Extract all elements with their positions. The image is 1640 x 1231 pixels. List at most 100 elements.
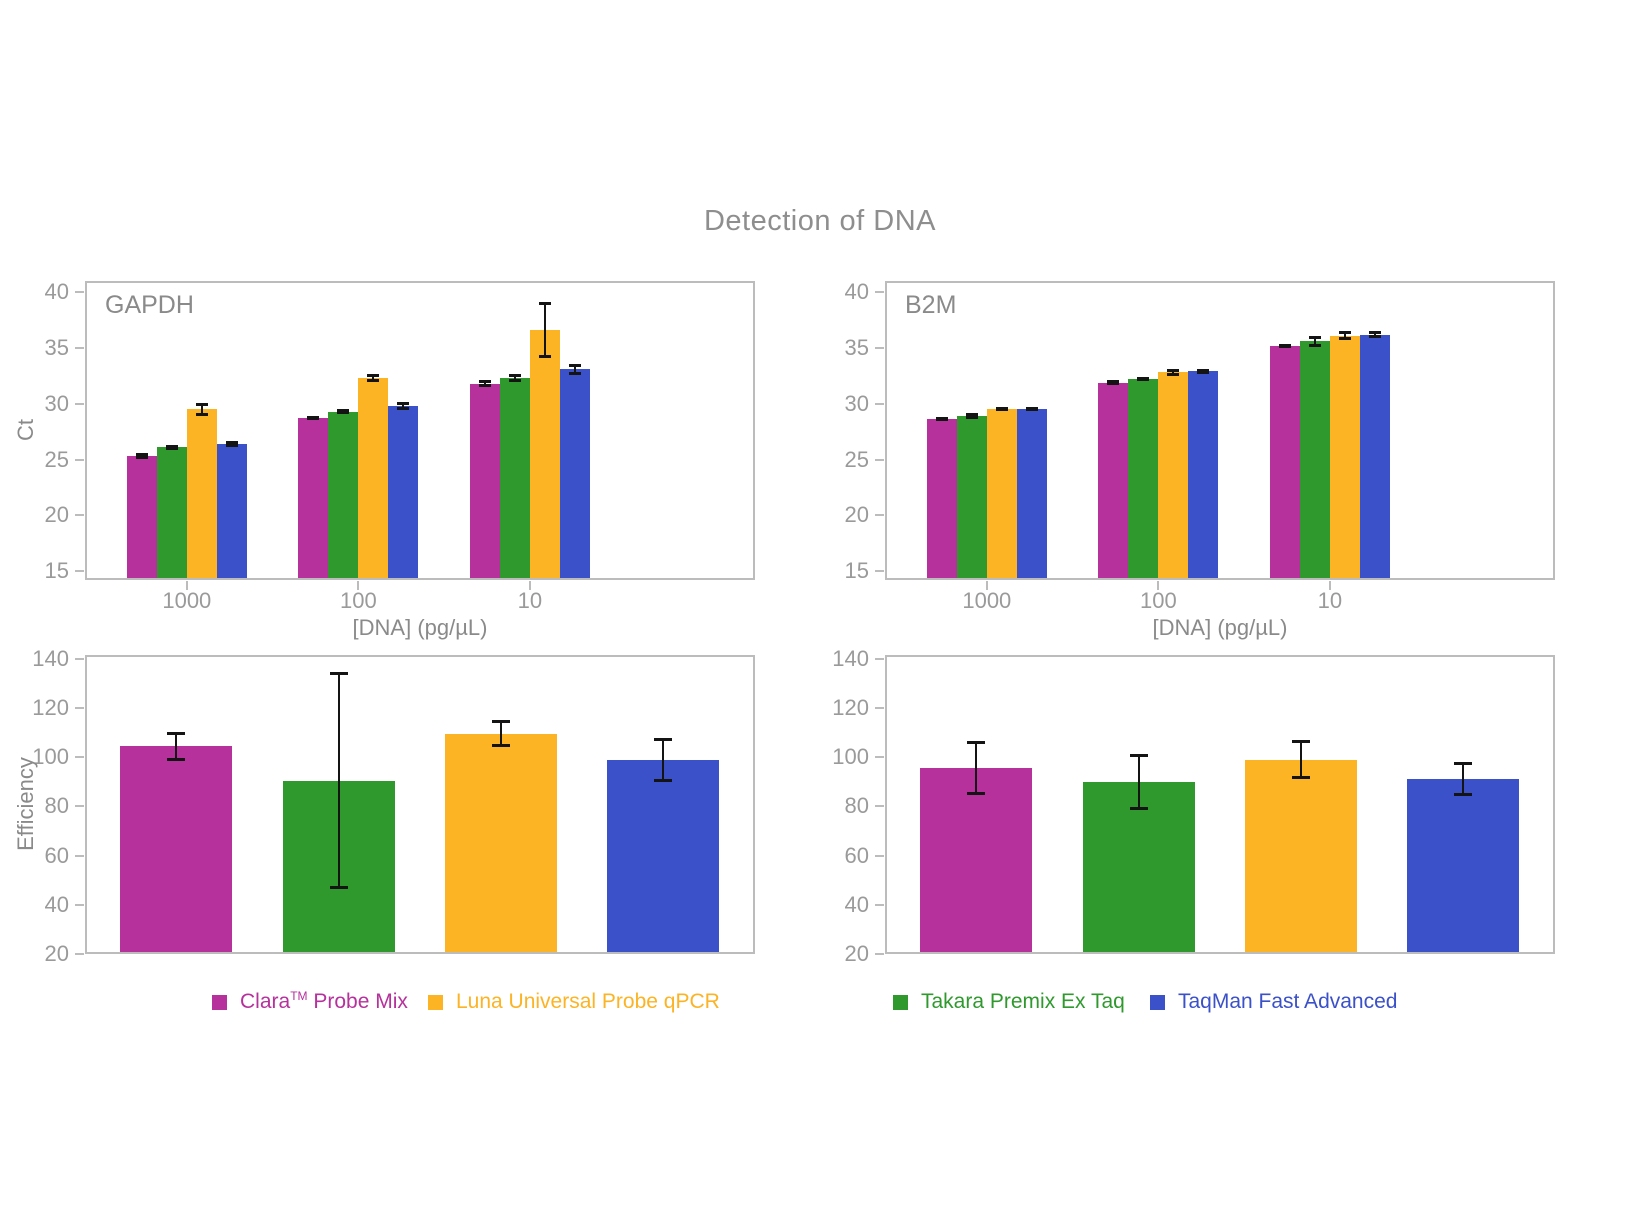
y-tick-label: 60 bbox=[44, 842, 69, 868]
bar bbox=[926, 419, 957, 580]
bar bbox=[1359, 334, 1390, 580]
error-bar-cap bbox=[225, 441, 238, 445]
y-tick bbox=[75, 402, 84, 405]
error-bar-line bbox=[1373, 331, 1376, 338]
y-tick-label: 120 bbox=[832, 694, 869, 720]
error-bar-cap bbox=[654, 737, 673, 741]
bar bbox=[559, 369, 590, 580]
error-bar-line bbox=[483, 380, 486, 387]
yaxis-label-ct: Ct bbox=[13, 419, 38, 441]
error-bar-cap bbox=[478, 384, 491, 388]
y-tick-label: 30 bbox=[844, 390, 869, 416]
x-tick-label: 10 bbox=[517, 588, 543, 613]
error-bar-cap bbox=[1137, 378, 1150, 382]
error-bar-cap bbox=[508, 374, 521, 378]
bar bbox=[1407, 779, 1520, 954]
error-bar-cap bbox=[165, 444, 178, 448]
legend-text: Takara Premix Ex Taq bbox=[921, 990, 1125, 1013]
y-tick bbox=[75, 805, 84, 808]
chart-b2m-efficiency: 140 120 100 80 60 40 20 bbox=[832, 646, 1555, 966]
error-bar-cap bbox=[225, 443, 238, 447]
error-bar-line bbox=[1137, 754, 1140, 809]
y-tick-label: 15 bbox=[844, 558, 869, 584]
error-bar-cap bbox=[1167, 372, 1180, 376]
y-tick bbox=[75, 903, 84, 906]
y-tick bbox=[875, 903, 884, 906]
error-bar-cap bbox=[1454, 762, 1473, 766]
y-tick-label: 80 bbox=[44, 793, 69, 819]
error-bar-line bbox=[500, 721, 503, 747]
error-bar-cap bbox=[135, 456, 148, 460]
bar bbox=[499, 378, 530, 580]
xaxis-label-b2m: [DNA] (pg/µL) bbox=[1152, 615, 1288, 640]
xaxis-label-gapdh: [DNA] (pg/µL) bbox=[352, 615, 488, 640]
error-bar-cap bbox=[492, 720, 511, 724]
bar bbox=[358, 378, 389, 580]
error-bar-line bbox=[573, 364, 576, 374]
x-tick bbox=[1328, 581, 1331, 590]
y-tick bbox=[75, 346, 84, 349]
error-bar-cap bbox=[167, 757, 186, 761]
error-bar-cap bbox=[995, 408, 1008, 412]
y-tick-label: 120 bbox=[32, 694, 69, 720]
error-bar-cap bbox=[165, 446, 178, 450]
x-tick-label: 1000 bbox=[962, 588, 1012, 613]
error-bar-cap bbox=[1368, 330, 1381, 334]
x-tick-label: 100 bbox=[340, 588, 377, 613]
error-bar-cap bbox=[1308, 343, 1321, 347]
bar bbox=[1188, 371, 1219, 580]
y-tick bbox=[875, 402, 884, 405]
y-tick-label: 40 bbox=[844, 279, 869, 305]
y-tick-label: 140 bbox=[32, 645, 69, 671]
error-bar-cap bbox=[397, 406, 410, 410]
error-bar-line bbox=[1313, 336, 1316, 346]
error-bar-cap bbox=[367, 379, 380, 383]
error-bar-cap bbox=[307, 417, 320, 421]
error-bar-cap bbox=[967, 741, 986, 745]
y-tick-label: 40 bbox=[44, 891, 69, 917]
y-tick bbox=[75, 291, 84, 294]
legend-item-taqman: TaqMan Fast Advanced bbox=[1150, 990, 1397, 1013]
y-tick bbox=[875, 756, 884, 759]
error-bar-cap bbox=[367, 373, 380, 377]
error-bar-line bbox=[1462, 763, 1465, 796]
error-bar-cap bbox=[397, 402, 410, 406]
legend-sup: TM bbox=[290, 989, 308, 1003]
bar bbox=[298, 418, 329, 580]
error-bar-cap bbox=[1107, 382, 1120, 386]
error-bar-line bbox=[1172, 370, 1175, 375]
error-bar-cap bbox=[1025, 408, 1038, 412]
error-bar-cap bbox=[568, 363, 581, 367]
figure-title: Detection of DNA bbox=[703, 205, 937, 237]
y-tick-label: 35 bbox=[44, 334, 69, 360]
error-bar-line bbox=[200, 403, 203, 415]
bar bbox=[1269, 345, 1300, 580]
error-bar-line bbox=[975, 742, 978, 795]
bar bbox=[607, 759, 720, 954]
error-bar-line bbox=[1343, 332, 1346, 339]
error-bar-cap bbox=[135, 452, 148, 456]
y-tick bbox=[75, 706, 84, 709]
y-tick-label: 100 bbox=[32, 744, 69, 770]
y-tick bbox=[875, 458, 884, 461]
y-tick bbox=[75, 756, 84, 759]
chart-gapdh-ct: GAPDH [DNA] (pg/µL) 40 35 30 25 20 15 1000 100 1… bbox=[45, 279, 755, 640]
error-bar-cap bbox=[568, 371, 581, 375]
bar bbox=[956, 415, 987, 580]
bar bbox=[986, 409, 1017, 580]
y-tick bbox=[875, 657, 884, 660]
y-tick-label: 60 bbox=[844, 842, 869, 868]
error-bar-cap bbox=[1308, 335, 1321, 339]
x-tick bbox=[985, 581, 988, 590]
error-bar-cap bbox=[1292, 776, 1311, 780]
bar bbox=[1158, 372, 1189, 580]
y-tick bbox=[875, 805, 884, 808]
error-bar-cap bbox=[1129, 806, 1148, 810]
error-bar-cap bbox=[1197, 371, 1210, 375]
error-bar-cap bbox=[478, 379, 491, 383]
x-tick bbox=[357, 581, 360, 590]
error-bar-cap bbox=[1278, 344, 1291, 348]
error-bar-cap bbox=[167, 731, 186, 735]
yaxis-label-efficiency: Efficiency bbox=[13, 757, 38, 851]
y-tick-label: 100 bbox=[832, 744, 869, 770]
